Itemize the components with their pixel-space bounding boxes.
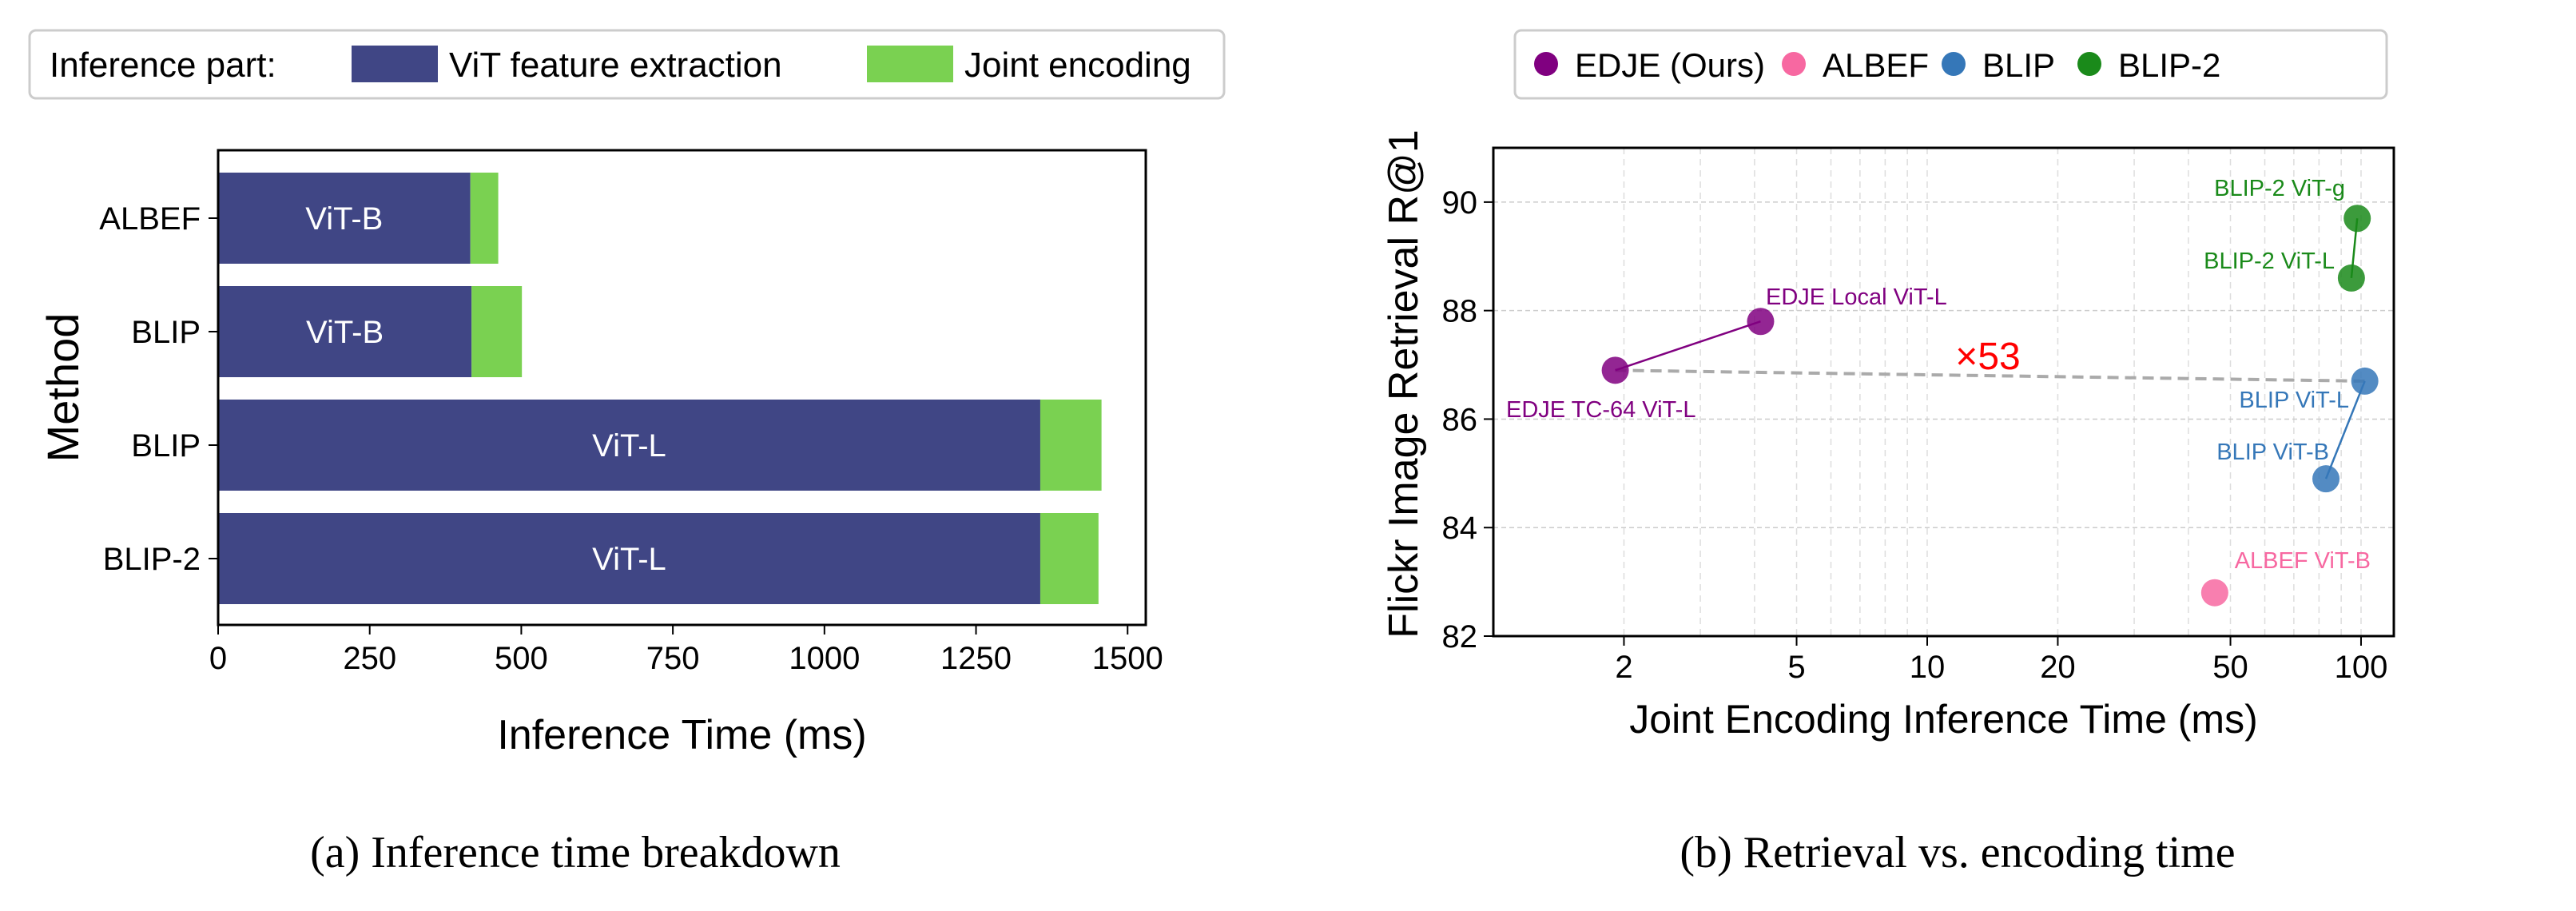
data-point [1747,308,1775,336]
bar-joint-encoding [470,173,499,264]
x-tick-label: 5 [1787,650,1805,685]
bar-joint-encoding [1040,513,1099,604]
y-axis-label: Method [38,313,88,463]
legend-swatch-joint [867,46,953,82]
legend-label: BLIP [1982,46,2055,84]
connector-line [2324,380,2366,479]
legend-label: EDJE (Ours) [1575,46,1765,84]
data-point [2343,205,2371,233]
data-point [2337,264,2365,292]
y-tick-label: 84 [1442,511,1478,546]
data-point [1601,356,1629,384]
point-label: BLIP ViT-B [2216,440,2329,465]
legend-marker-albef [1782,52,1806,76]
x-tick-label: 20 [2040,650,2076,685]
x-axis-label: Inference Time (ms) [497,712,866,758]
connector-line [1615,320,1761,372]
y-tick-label: BLIP-2 [103,542,201,577]
x-tick-label: 100 [2335,650,2388,685]
x-tick-label: 10 [1910,650,1946,685]
bar-vit-extraction [218,400,1040,491]
y-tick-label: 82 [1442,619,1478,654]
point-label: ALBEF ViT-B [2235,548,2371,574]
legend-swatch-vit [352,46,438,82]
legend-label: ALBEF [1823,46,1929,84]
data-point [2351,367,2379,395]
x-tick-label: 750 [646,641,700,676]
legend-title: Inference part: [50,46,276,85]
x-tick-label: 1250 [940,641,1012,676]
point-label: BLIP-2 ViT-L [2204,249,2335,274]
data-point [2312,465,2340,493]
x-tick-label: 1000 [789,641,860,676]
y-tick-label: ALBEF [99,201,201,237]
caption-a: (a) Inference time breakdown [310,828,841,877]
y-tick-label: 86 [1442,402,1478,437]
bar-vit-extraction [218,286,472,377]
point-label: EDJE Local ViT-L [1766,284,1947,310]
point-label: EDJE TC-64 ViT-L [1506,397,1695,423]
x-axis-label: Joint Encoding Inference Time (ms) [1629,697,2257,742]
y-tick-label: 88 [1442,294,1478,329]
x-tick-label: 50 [2212,650,2248,685]
legend-marker-blip [1942,52,1966,76]
speedup-annotation: ×53 [1955,336,2020,378]
bar-label: ViT-L [592,428,666,463]
point-label: BLIP ViT-L [2239,388,2349,413]
bar-joint-encoding [1040,400,1102,491]
speedup-dashed-line [1615,368,2365,383]
legend-marker-edje-ours- [1534,52,1558,76]
legend-marker-blip-2 [2077,52,2101,76]
data-point [2200,579,2228,607]
y-tick-label: 90 [1442,185,1478,221]
plot-frame-b [1492,146,2395,638]
x-tick-label: 0 [209,641,227,676]
plot-frame-a [217,149,1147,627]
legend-label: ViT feature extraction [449,46,782,85]
bar-joint-encoding [471,286,523,377]
bar-vit-extraction [218,173,471,264]
x-tick-label: 250 [343,641,396,676]
x-tick-label: 2 [1615,650,1632,685]
point-label: BLIP-2 ViT-g [2214,176,2345,201]
x-tick-label: 1500 [1092,641,1163,676]
y-tick-label: BLIP [131,315,201,350]
x-tick-label: 500 [495,641,548,676]
bar-vit-extraction [218,513,1040,604]
legend-label: BLIP-2 [2118,46,2220,84]
legend-label: Joint encoding [964,46,1191,85]
bar-label: ViT-B [306,315,384,350]
y-tick-label: BLIP [131,428,201,463]
y-axis-label: Flickr Image Retrieval R@1 [1381,129,1427,638]
bar-label: ViT-L [592,542,666,577]
caption-b: (b) Retrieval vs. encoding time [1680,828,2236,877]
bar-label: ViT-B [305,201,383,237]
